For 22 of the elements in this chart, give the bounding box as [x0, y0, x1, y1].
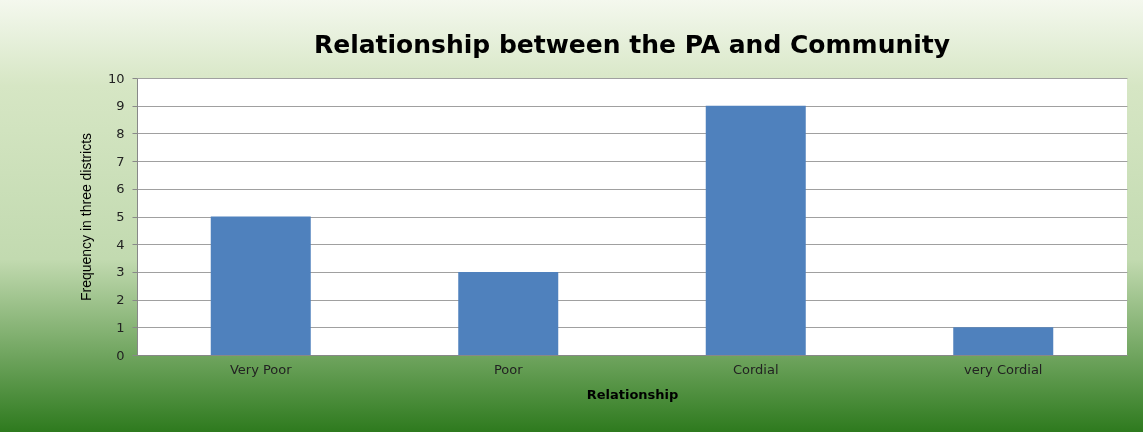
y-tick-label: 2	[116, 292, 125, 308]
y-axis-title: Frequency in three districts	[77, 132, 94, 302]
y-tick-label: 7	[116, 153, 125, 169]
bar	[210, 216, 311, 355]
x-axis-title: Relationship	[586, 386, 679, 402]
y-tick-label: 10	[107, 70, 125, 86]
bar	[458, 271, 559, 355]
chart-title: Relationship between the PA and Community	[313, 30, 951, 59]
bar	[953, 327, 1054, 355]
y-tick-label: 8	[116, 125, 125, 141]
y-tick-label: 4	[116, 236, 125, 252]
x-tick-label: Poor	[493, 361, 524, 377]
y-tick-label: 3	[116, 264, 125, 280]
x-tick-label: Very Poor	[229, 361, 293, 377]
y-tick-label: 0	[116, 347, 125, 363]
bar	[705, 105, 806, 355]
x-tick-label: very Cordial	[964, 361, 1043, 377]
x-tick-label: Cordial	[732, 361, 779, 377]
y-tick-label: 5	[116, 209, 125, 224]
y-tick-label: 9	[116, 98, 125, 114]
y-tick-label: 1	[116, 319, 125, 335]
y-tick-label: 6	[116, 181, 125, 197]
